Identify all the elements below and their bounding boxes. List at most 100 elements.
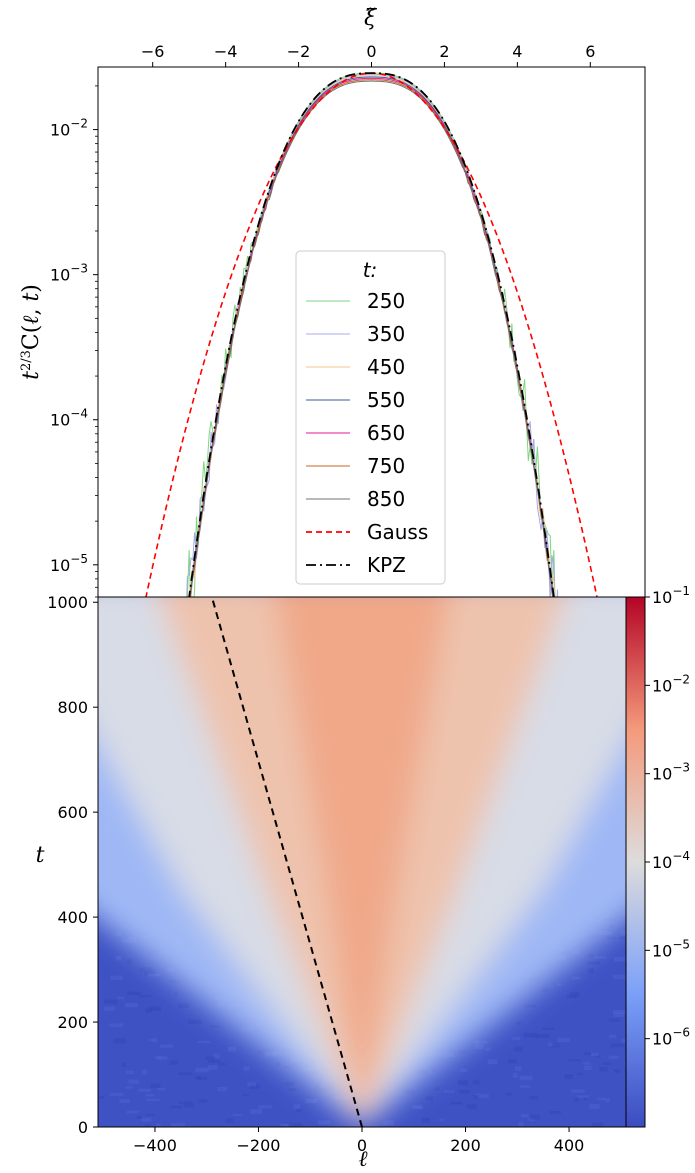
- noise-speck: [125, 1002, 139, 1008]
- top-y-axis-label: t2/3C(ℓ, t): [19, 284, 44, 380]
- top-y-tick-label: 10−5: [50, 552, 88, 575]
- noise-speck: [145, 1094, 155, 1097]
- noise-speck: [149, 1039, 154, 1041]
- noise-speck: [557, 983, 562, 986]
- noise-speck: [609, 1018, 621, 1022]
- noise-speck: [184, 1103, 194, 1108]
- noise-speck: [217, 1086, 228, 1092]
- top-x-tick-label: 4: [512, 42, 522, 61]
- bottom-panel: −400 −200 0 200 400 0 200 400 600 800 1000 ℓ t 10…: [36, 584, 690, 1172]
- bottom-y-tick-label: 600: [57, 803, 88, 822]
- noise-speck: [588, 968, 594, 973]
- top-x-ticks: −6 −4 −2 0 2 4 6: [141, 42, 595, 67]
- noise-speck: [624, 1062, 626, 1066]
- colorbar-tick-label: 10−1: [652, 584, 690, 607]
- legend-label: 450: [367, 355, 405, 379]
- legend-title: t:: [363, 258, 378, 282]
- top-x-tick-label: 0: [366, 42, 376, 61]
- noise-speck: [280, 1124, 294, 1127]
- noise-speck: [219, 1063, 226, 1066]
- noise-speck: [597, 1097, 607, 1101]
- legend-label: Gauss: [367, 520, 428, 544]
- noise-speck: [113, 1038, 126, 1044]
- noise-speck: [296, 1109, 302, 1113]
- noise-speck: [150, 969, 155, 972]
- noise-speck: [458, 1080, 469, 1086]
- bottom-x-tick-label: −400: [133, 1136, 177, 1155]
- noise-speck: [529, 1095, 539, 1100]
- noise-speck: [439, 1118, 444, 1121]
- noise-speck: [138, 1088, 152, 1092]
- noise-speck: [318, 1120, 331, 1125]
- noise-speck: [460, 1068, 468, 1072]
- noise-speck: [109, 1023, 124, 1028]
- noise-speck: [572, 976, 581, 980]
- noise-speck: [582, 1062, 591, 1065]
- noise-speck: [197, 1040, 210, 1044]
- noise-speck: [466, 1104, 477, 1109]
- top-y-tick-label: 10−2: [50, 117, 88, 140]
- noise-speck: [146, 1098, 160, 1101]
- colorbar: 10−1 10−2 10−3 10−4 10−5 10−6: [625, 584, 690, 1128]
- noise-speck: [288, 1123, 303, 1127]
- noise-speck: [520, 1085, 531, 1088]
- heatmap-cone: [98, 597, 626, 1127]
- colorbar-tick-label: 10−4: [652, 849, 690, 872]
- top-x-tick-label: −6: [141, 42, 165, 61]
- noise-speck: [535, 1034, 550, 1038]
- noise-speck: [249, 1084, 260, 1089]
- bottom-y-ticks: 0 200 400 600 800 1000: [47, 593, 98, 1137]
- colorbar-tick-label: 10−6: [652, 1026, 690, 1049]
- noise-speck: [179, 1072, 193, 1075]
- noise-speck: [425, 1096, 433, 1101]
- top-x-tick-label: 2: [439, 42, 449, 61]
- noise-speck: [188, 1019, 202, 1024]
- noise-speck: [198, 1099, 208, 1103]
- noise-speck: [591, 1052, 599, 1057]
- top-x-tick-label: −4: [214, 42, 238, 61]
- noise-speck: [173, 992, 179, 995]
- noise-speck: [472, 1080, 480, 1085]
- noise-speck: [473, 1095, 479, 1100]
- noise-speck: [169, 980, 179, 983]
- legend-entries: 250 350 450 550 650 750 850 Gauss KPZ: [306, 289, 428, 577]
- noise-speck: [577, 1095, 589, 1098]
- noise-speck: [257, 1050, 264, 1055]
- bottom-x-tick-label: 0: [357, 1136, 367, 1155]
- noise-speck: [434, 1087, 440, 1091]
- noise-speck: [487, 1059, 498, 1064]
- noise-speck: [205, 1056, 215, 1060]
- noise-speck: [592, 1122, 604, 1127]
- noise-speck: [568, 1059, 581, 1062]
- noise-speck: [247, 1082, 256, 1087]
- noise-speck: [144, 971, 156, 976]
- noise-speck: [593, 956, 607, 959]
- noise-speck: [584, 1052, 592, 1056]
- noise-speck: [110, 975, 123, 981]
- noise-speck: [474, 1044, 484, 1050]
- legend-label: 350: [367, 322, 405, 346]
- noise-speck: [450, 1101, 463, 1105]
- bottom-y-tick-label: 0: [78, 1118, 88, 1137]
- noise-speck: [621, 1038, 626, 1043]
- noise-speck: [121, 1062, 127, 1068]
- noise-speck: [507, 1059, 517, 1064]
- noise-speck: [155, 1056, 163, 1060]
- noise-speck: [139, 967, 152, 972]
- noise-speck: [513, 1073, 518, 1078]
- legend-label: 850: [367, 487, 405, 511]
- noise-speck: [227, 1046, 236, 1052]
- noise-speck: [225, 1118, 234, 1124]
- noise-speck: [109, 1093, 124, 1096]
- noise-speck: [242, 1093, 250, 1097]
- bottom-y-tick-label: 400: [57, 908, 88, 927]
- noise-speck: [444, 1090, 455, 1093]
- noise-speck: [125, 1070, 135, 1074]
- noise-speck: [474, 1040, 479, 1044]
- noise-speck: [305, 1098, 317, 1104]
- noise-speck: [458, 1050, 466, 1054]
- noise-speck: [574, 1097, 579, 1102]
- noise-speck: [128, 1079, 139, 1084]
- top-y-tick-label: 10−3: [50, 262, 88, 285]
- legend-label: KPZ: [367, 553, 406, 577]
